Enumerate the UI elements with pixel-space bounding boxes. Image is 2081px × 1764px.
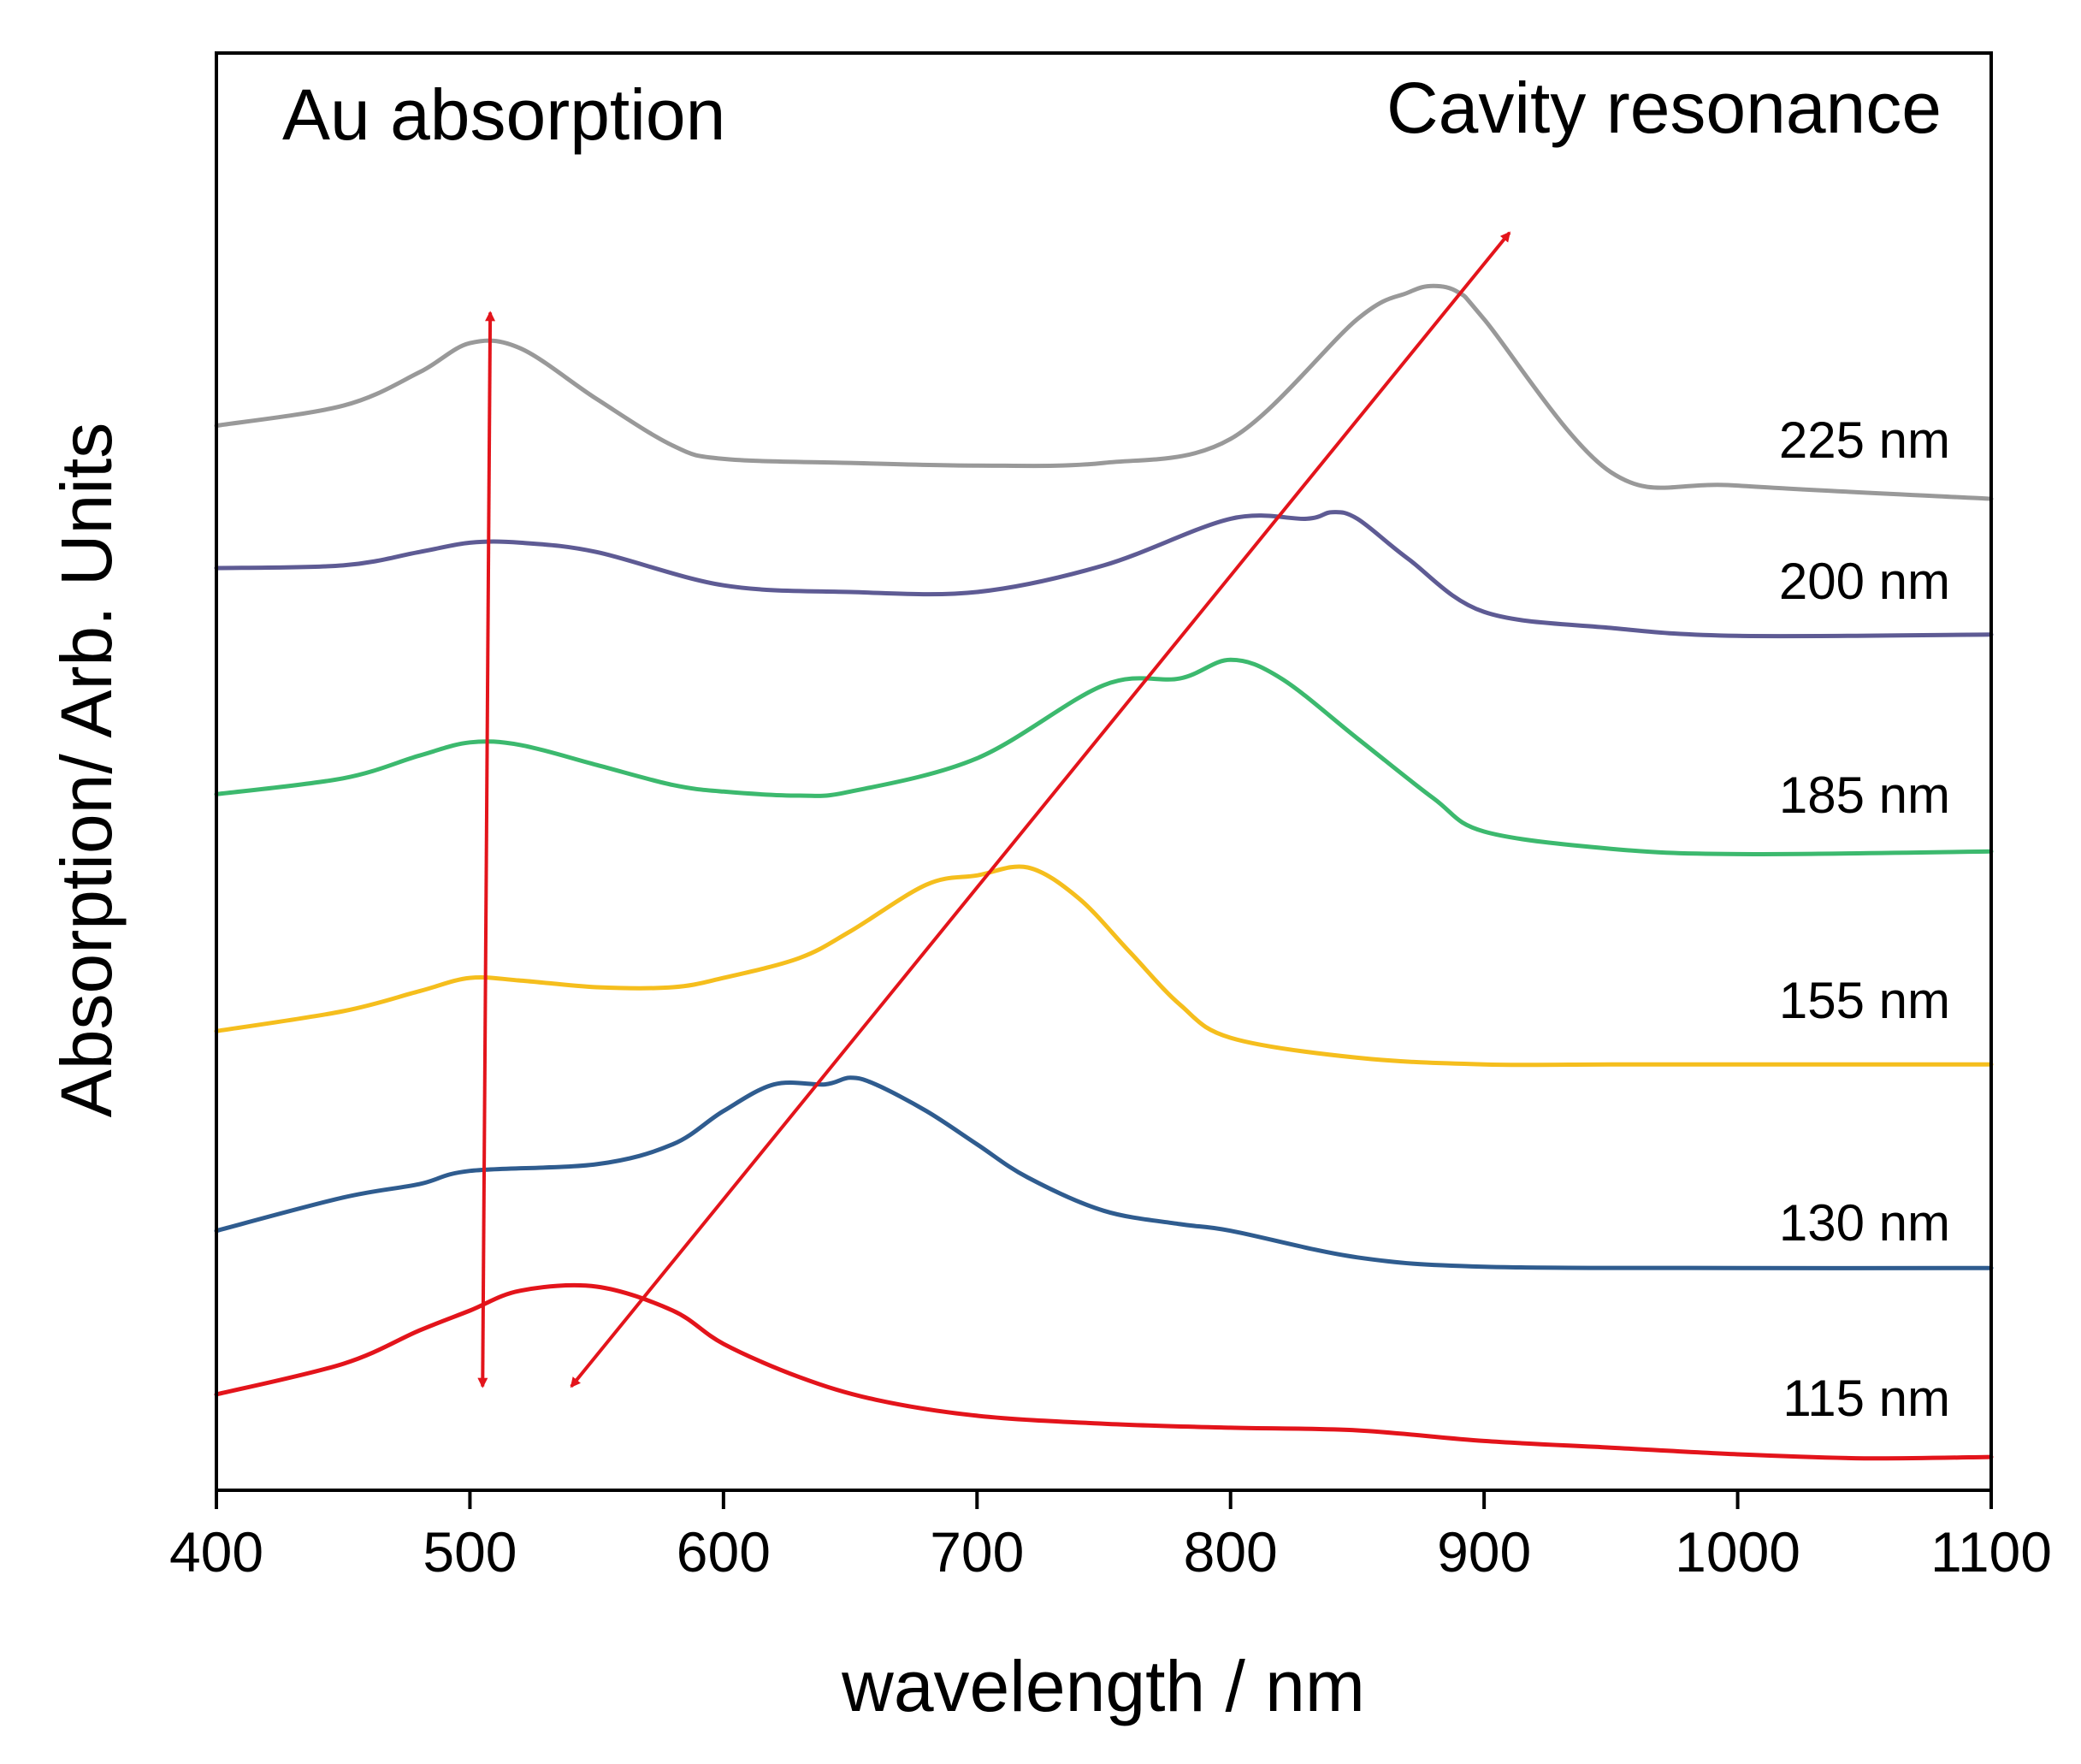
x-tick-label: 400 <box>169 1520 263 1583</box>
annotation-cavity-resonance: Cavity resonance <box>1386 68 1942 148</box>
series-label-115-nm: 115 nm <box>1782 1370 1950 1427</box>
series-line-200-nm <box>214 510 1994 639</box>
y-axis-title: Absorption/ Arb. Units <box>46 423 127 1117</box>
series-label-185-nm: 185 nm <box>1779 767 1950 824</box>
x-tick-label: 1000 <box>1675 1520 1800 1583</box>
annotation-arrows <box>477 231 1511 1388</box>
series-line-185-nm <box>214 657 1994 856</box>
series-label-225-nm: 225 nm <box>1779 411 1950 469</box>
au-absorption-arrow <box>477 311 496 1388</box>
plot-frame <box>215 51 1993 1492</box>
axes: 400 500 600 700 800 900 1000 1100 <box>169 51 2052 1583</box>
x-tick-label: 500 <box>423 1520 517 1583</box>
x-tick-label: 800 <box>1184 1520 1278 1583</box>
x-tick-label: 1100 <box>1930 1520 2052 1583</box>
series-label-130-nm: 130 nm <box>1779 1194 1950 1252</box>
series-line-155-nm <box>214 864 1994 1068</box>
x-tick-label: 700 <box>930 1520 1024 1583</box>
series-label-155-nm: 155 nm <box>1779 972 1950 1029</box>
x-tick-label: 600 <box>677 1520 771 1583</box>
x-tick-label: 900 <box>1437 1520 1531 1583</box>
x-axis-title: wavelength / nm <box>841 1646 1365 1726</box>
annotation-au-absorption: Au absorption <box>282 74 725 155</box>
series-line-225-nm <box>214 283 1994 501</box>
series-label-200-nm: 200 nm <box>1779 553 1950 610</box>
cavity-resonance-arrow <box>570 231 1511 1388</box>
